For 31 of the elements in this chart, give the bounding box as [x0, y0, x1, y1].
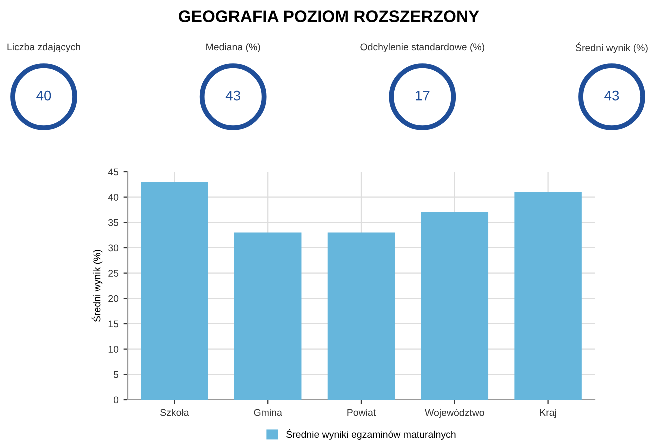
y-tick-label: 30: [108, 244, 119, 252]
data-label: 17: [416, 91, 430, 101]
y-tick-label: 15: [108, 320, 119, 328]
category-label: Liczba zdających: [8, 43, 80, 53]
category-label: Odchylenie standardowe (%): [360, 43, 484, 53]
bar: [328, 232, 396, 400]
x-tick-label: Kraj: [540, 409, 556, 418]
bar: [141, 182, 208, 400]
legend-label: Średnie wyniki egzaminów maturalnych: [286, 429, 456, 440]
x-tick-label: Powiat: [348, 409, 376, 416]
x-tick-label: Województwo: [425, 409, 484, 418]
y-tick-label: 40: [108, 194, 119, 201]
y-tick-label: 35: [108, 219, 119, 226]
y-tick-label: 20: [108, 295, 119, 302]
x-tick-label: Szkoła: [160, 409, 190, 416]
text: GEOGRAFIA POZIOM ROZSZERZONY: [179, 10, 480, 22]
category-label: Mediana (%): [206, 43, 260, 53]
data-label: 40: [36, 90, 52, 101]
x-tick-label: Gmina: [254, 409, 282, 416]
y-tick-label: 45: [108, 168, 119, 176]
bar: [514, 192, 582, 400]
bar: [234, 232, 302, 400]
y-tick-label: 5: [114, 372, 119, 378]
data-label: 43: [604, 90, 620, 101]
category-label: Średni wynik (%): [576, 42, 648, 54]
y-tick-label: 25: [108, 270, 119, 277]
y-tick-label: 10: [108, 346, 119, 353]
y-axis-title: Średni wynik (%): [92, 250, 103, 322]
bar: [421, 212, 489, 400]
data-label: 43: [226, 90, 240, 101]
y-tick-label: 0: [114, 396, 119, 404]
